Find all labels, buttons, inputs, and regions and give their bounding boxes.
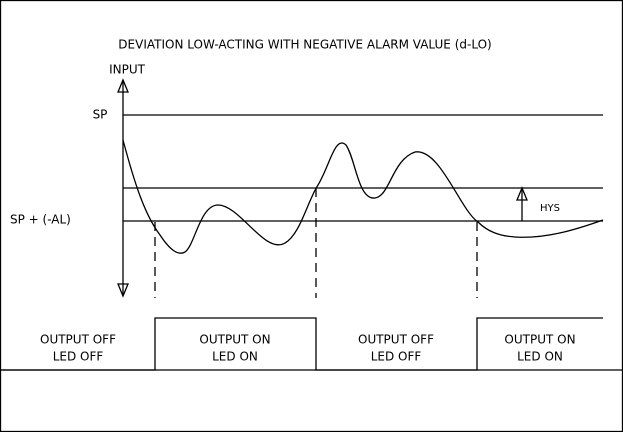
title: DEVIATION LOW-ACTING WITH NEGATIVE ALARM… <box>118 38 491 52</box>
state-output: OUTPUT ON <box>504 333 575 347</box>
state-output: OUTPUT OFF <box>40 333 116 347</box>
alarm-label: SP + (-AL) <box>10 213 71 227</box>
output-waveform <box>0 317 603 371</box>
state-output: OUTPUT OFF <box>358 333 434 347</box>
sp-label: SP <box>93 108 108 122</box>
hys-arrowhead <box>516 186 528 201</box>
state-output: OUTPUT ON <box>199 333 270 347</box>
hys-label: HYS <box>540 203 560 214</box>
state-led: LED ON <box>517 350 563 364</box>
state-led: LED ON <box>212 350 258 364</box>
state-led: LED OFF <box>371 350 422 364</box>
state-led: LED OFF <box>53 350 104 364</box>
axis-arrows <box>117 78 129 298</box>
axis-label: INPUT <box>109 63 146 77</box>
input-curve <box>122 139 604 254</box>
